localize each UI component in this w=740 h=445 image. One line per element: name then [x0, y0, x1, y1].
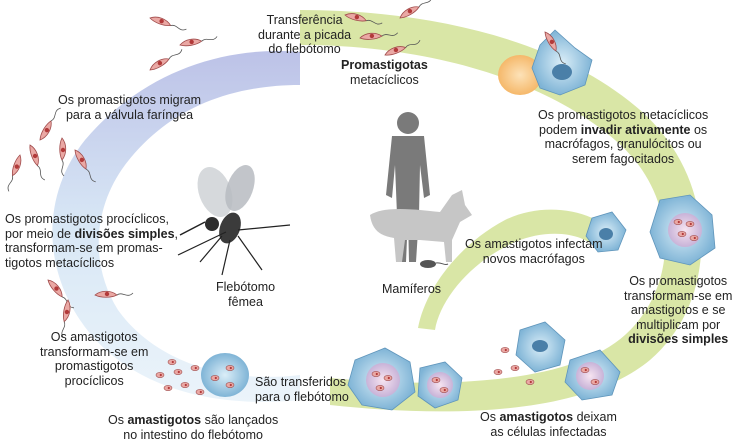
- label-procyclic: Os promastigotos procíclicos, por meio d…: [5, 212, 179, 270]
- label-metacyclic: Promastigotas metacíclicos: [341, 58, 428, 87]
- human-silhouette: [386, 112, 430, 262]
- label-infect: Os amastigotos infectam novos macrófagos: [465, 237, 603, 266]
- released-amastigotes: [155, 353, 249, 397]
- label-leave: Os amastigotos deixam as células infecta…: [480, 410, 617, 439]
- dog-silhouette: [370, 190, 472, 262]
- sandfly-illustration: [177, 165, 291, 276]
- inner-green-band: [418, 209, 620, 330]
- sandfly-stage-band: [52, 51, 300, 402]
- macrophage-new: [585, 211, 627, 253]
- label-transferred: São transferidos para o flebótomo: [255, 375, 349, 404]
- mammal-stage-band: [300, 10, 702, 412]
- label-transfer: Transferência durante a picada do flebót…: [258, 13, 352, 56]
- invaded-macrophage: [498, 29, 593, 96]
- macrophage-multiplying: [649, 194, 716, 266]
- label-released: Os amastigotos são lançados no intestino…: [108, 413, 279, 442]
- rodent-silhouette: [420, 260, 449, 268]
- label-migrate: Os promastigotos migram para a válvula f…: [58, 93, 202, 122]
- infected-cells-bottom: [347, 321, 621, 411]
- label-mammals: Mamíferos: [382, 282, 442, 296]
- label-amast-transform: Os amastigotos transformam-se em promast…: [40, 330, 149, 388]
- label-transform-multiply: Os promastigotos transformam-se em amast…: [624, 274, 733, 346]
- label-sandfly: Flebótomo fêmea: [216, 280, 276, 309]
- label-invade: Os promastigotos metacíclicos podem inva…: [538, 108, 709, 166]
